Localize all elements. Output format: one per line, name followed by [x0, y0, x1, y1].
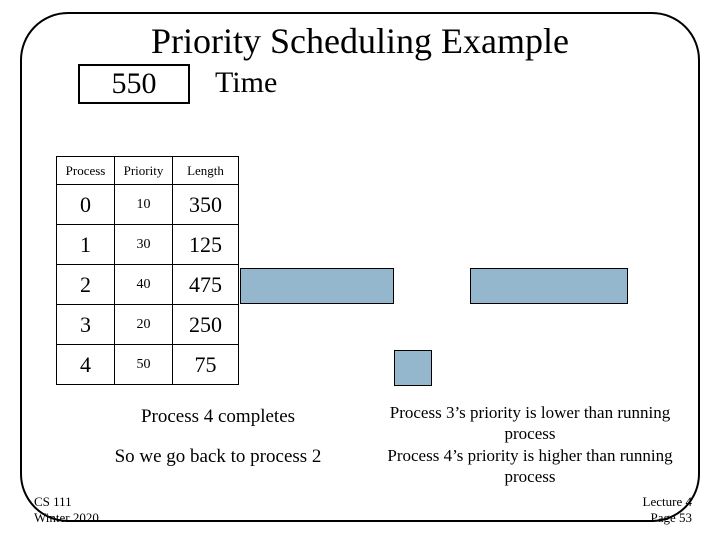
slide-title: Priority Scheduling Example: [0, 20, 720, 62]
cell-length: 125: [173, 225, 239, 265]
msg-left-line1: Process 4 completes: [88, 404, 348, 430]
gantt-bar: [470, 268, 628, 304]
th-process: Process: [57, 157, 115, 185]
msg-right-line1: Process 3’s priority is lower than runni…: [385, 402, 675, 445]
msg-right-line2: Process 4’s priority is higher than runn…: [385, 445, 675, 488]
footer-course: CS 111: [34, 494, 99, 510]
footer-left: CS 111 Winter 2020: [34, 494, 99, 525]
gantt-bar: [394, 350, 432, 386]
gantt-bar: [240, 268, 394, 304]
cell-length: 475: [173, 265, 239, 305]
cell-process: 1: [57, 225, 115, 265]
cell-length: 350: [173, 185, 239, 225]
table-row: 0 10 350: [57, 185, 239, 225]
th-priority: Priority: [115, 157, 173, 185]
time-counter: 550: [78, 64, 190, 104]
footer-lecture: Lecture 4: [643, 494, 692, 510]
msg-left: Process 4 completes So we go back to pro…: [88, 404, 348, 469]
cell-process: 3: [57, 305, 115, 345]
process-table: Process Priority Length 0 10 350 1 30 12…: [56, 156, 239, 385]
cell-priority: 20: [115, 305, 173, 345]
table-row: 1 30 125: [57, 225, 239, 265]
cell-priority: 10: [115, 185, 173, 225]
cell-length: 75: [173, 345, 239, 385]
cell-priority: 30: [115, 225, 173, 265]
cell-process: 2: [57, 265, 115, 305]
th-length: Length: [173, 157, 239, 185]
cell-priority: 50: [115, 345, 173, 385]
msg-left-line2: So we go back to process 2: [88, 444, 348, 470]
table-row: 4 50 75: [57, 345, 239, 385]
cell-length: 250: [173, 305, 239, 345]
cell-process: 4: [57, 345, 115, 385]
footer-page: Page 53: [643, 510, 692, 526]
footer-term: Winter 2020: [34, 510, 99, 526]
cell-priority: 40: [115, 265, 173, 305]
table-row: 3 20 250: [57, 305, 239, 345]
table-header-row: Process Priority Length: [57, 157, 239, 185]
msg-right: Process 3’s priority is lower than runni…: [385, 402, 675, 487]
time-label: Time: [215, 66, 277, 100]
footer-right: Lecture 4 Page 53: [643, 494, 692, 525]
cell-process: 0: [57, 185, 115, 225]
table-row: 2 40 475: [57, 265, 239, 305]
